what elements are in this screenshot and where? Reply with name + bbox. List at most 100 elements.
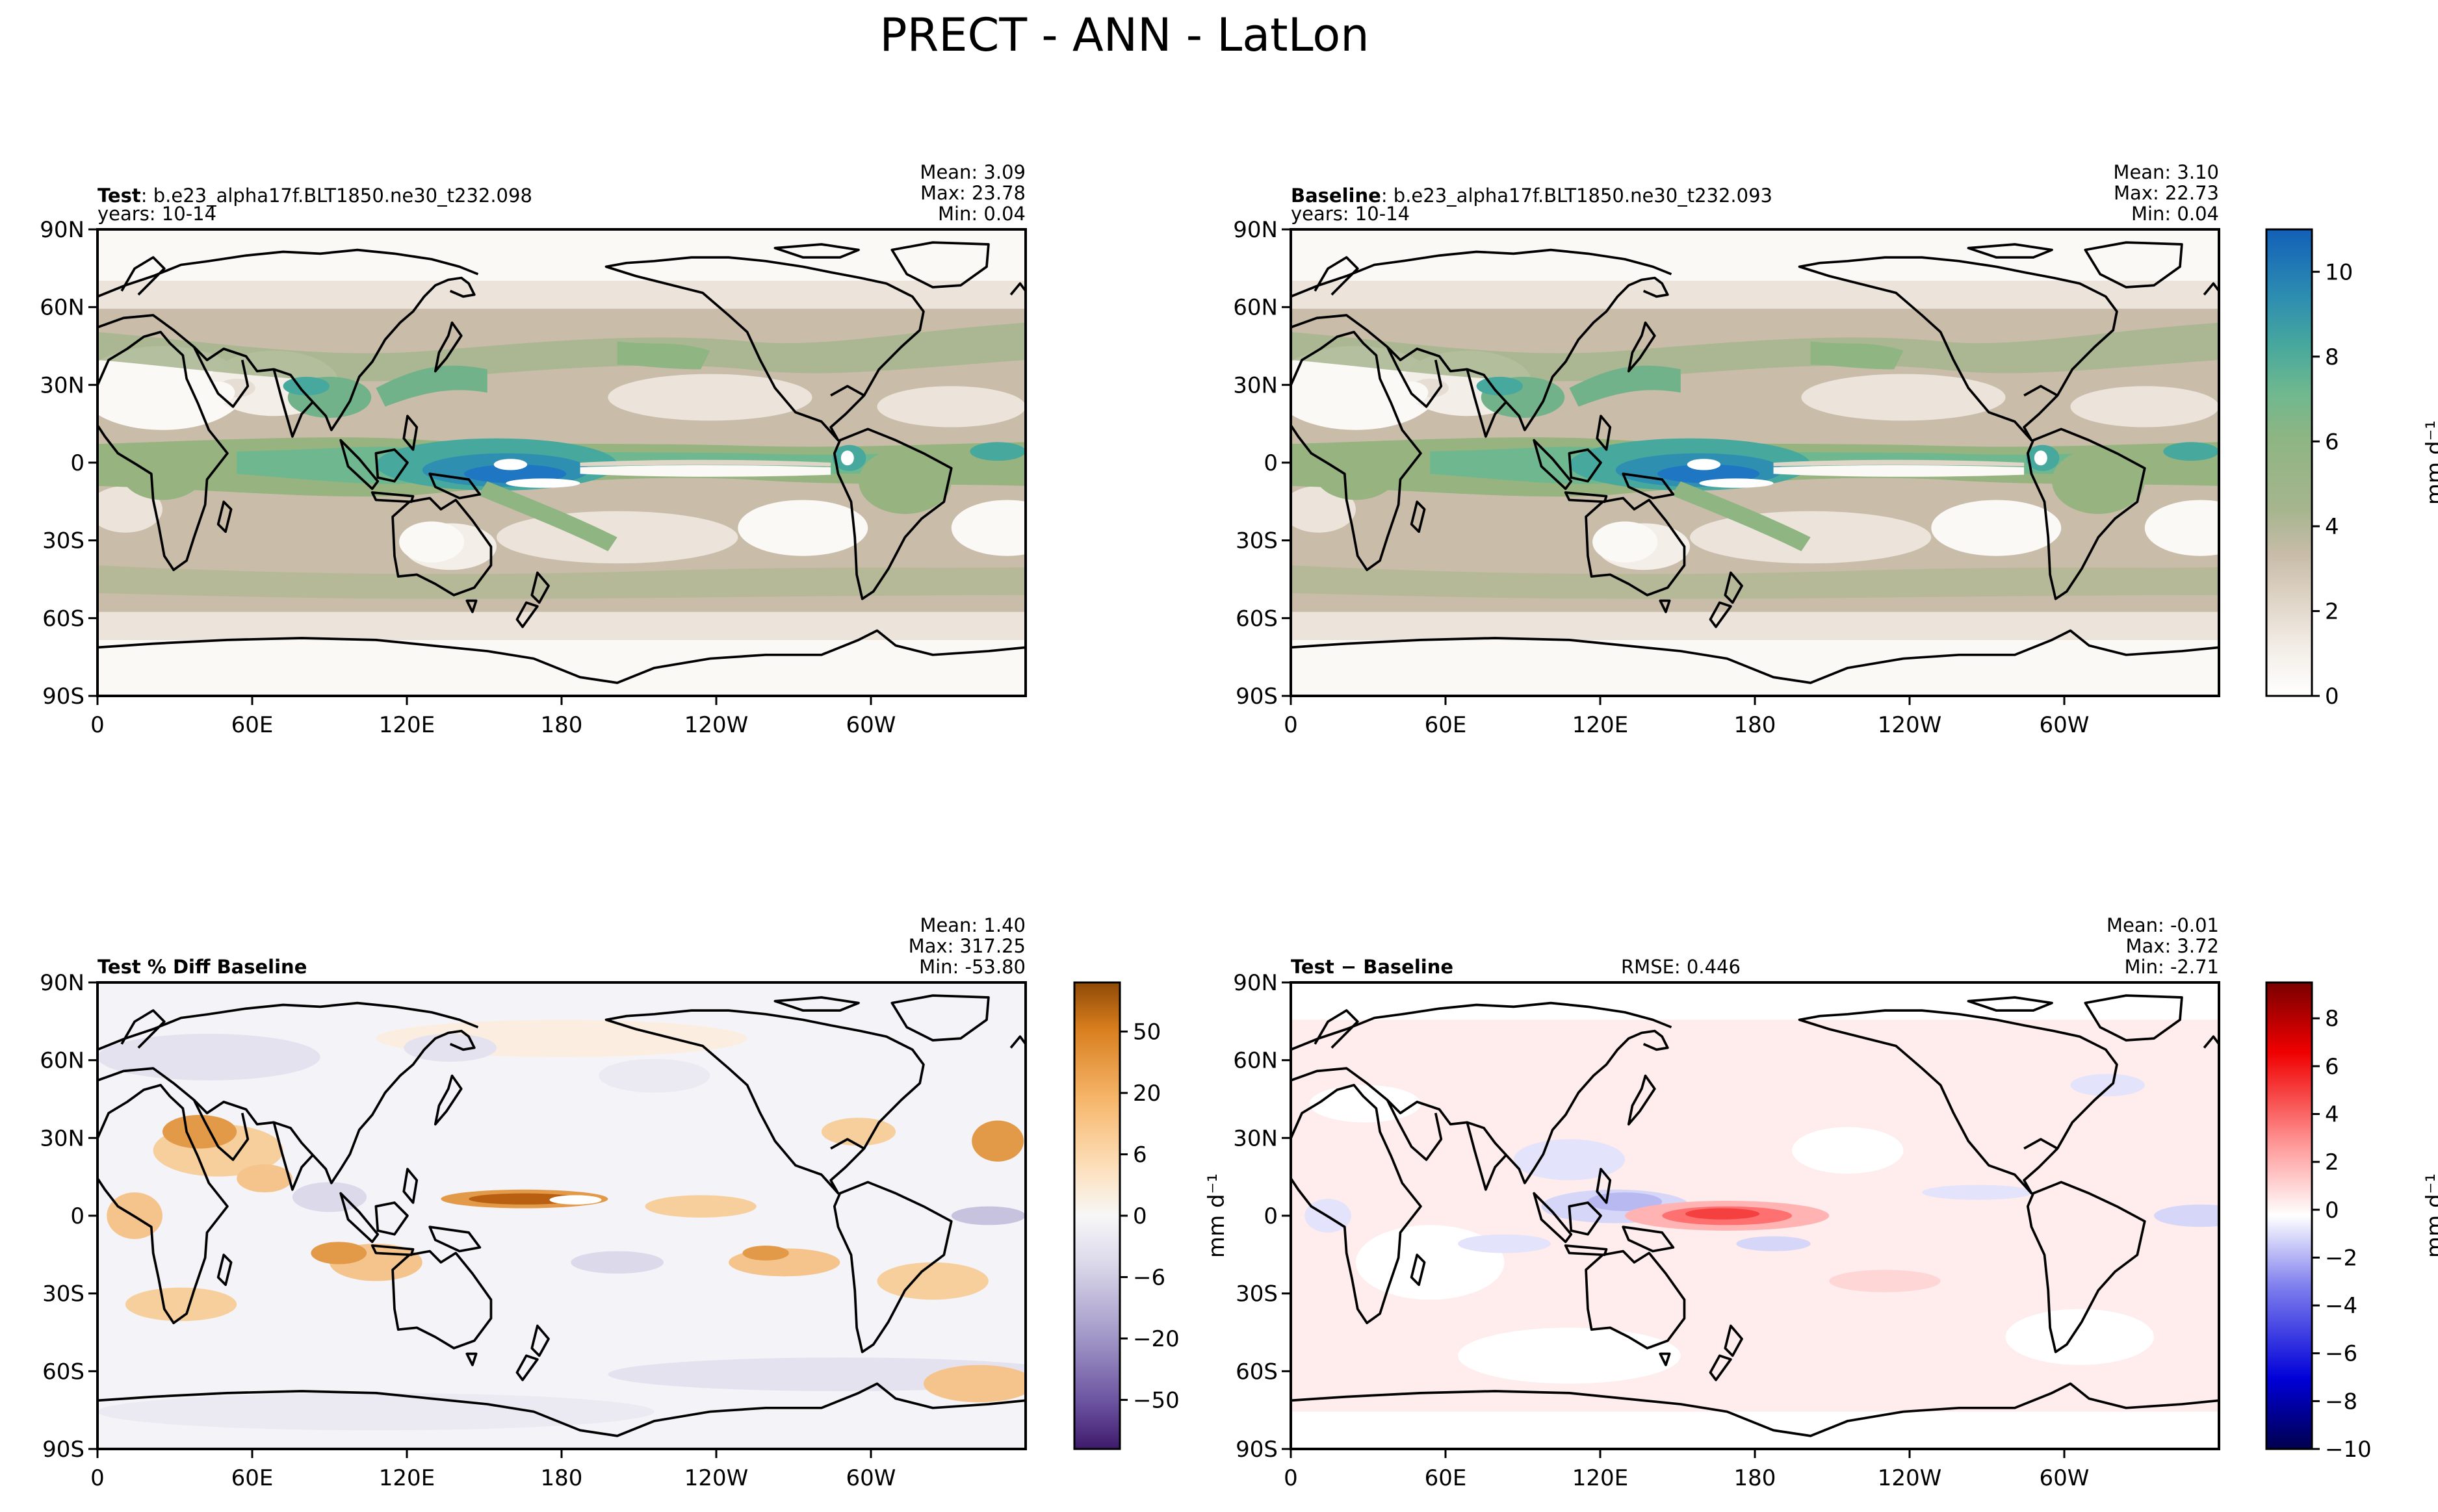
x-tick-label: 120W [1878, 1465, 1942, 1491]
panel-years: years: 10-14 [97, 203, 216, 225]
y-tick-label: 90N [40, 970, 84, 996]
x-tick-label: 120E [1572, 712, 1628, 738]
colorbar-pctdiff: 50 20 6 0 −6 −20 −50 mm d⁻¹ [1073, 981, 1230, 1450]
y-tick-label: 60S [42, 1359, 84, 1385]
y-tick-label: 90N [40, 217, 84, 243]
y-tick-label: 30S [1236, 1281, 1278, 1307]
x-tick-label: 60E [231, 712, 274, 738]
colorbar-tick-label: 4 [2325, 1102, 2339, 1128]
panel-stat: Max: 23.78 [920, 182, 1026, 204]
x-tick-label: 60W [846, 712, 896, 738]
colorbar-tick-label: 6 [1133, 1142, 1147, 1168]
x-tick-label: 120E [1572, 1465, 1628, 1491]
y-tick-label: 30N [40, 372, 84, 398]
colorbar-tick-label: 6 [2325, 1054, 2339, 1080]
panel-rmse: RMSE: 0.446 [1621, 956, 1741, 978]
colorbar-fill [2265, 228, 2313, 697]
y-tick-label: 60N [1233, 1048, 1278, 1074]
y-tick-label: 90S [1236, 1437, 1278, 1463]
y-tick-label: 90S [42, 1437, 84, 1463]
x-tick-label: 120W [1878, 712, 1942, 738]
colorbar-tick-label: 4 [2325, 514, 2339, 540]
colorbar-label: mm d⁻¹ [1204, 1173, 1230, 1258]
panel-stat: Max: 22.73 [2114, 182, 2219, 204]
panel-label-bold: Baseline [1291, 185, 1381, 207]
x-tick-label: 60E [231, 1465, 274, 1491]
map-panel-pctdiff: 0 60E 120E 180 120W 60W 90N 60N 30N 0 30S 60S 90S Tes… [40, 914, 1230, 1491]
x-tick-label: 180 [1734, 712, 1776, 738]
colorbar-tick-label: 50 [1133, 1019, 1161, 1045]
panel-stat: Min: 0.04 [2131, 203, 2219, 225]
y-tick-label: 0 [70, 450, 84, 476]
colorbar-label: mm d⁻¹ [2422, 1173, 2438, 1258]
panel-stat: Mean: 1.40 [920, 914, 1026, 936]
colorbar-tick-label: 0 [2325, 1198, 2339, 1224]
colorbar-tick-label: 20 [1133, 1081, 1161, 1107]
colorbar-tick-label: −8 [2325, 1389, 2357, 1415]
panel-stat: Mean: 3.09 [920, 161, 1026, 183]
colorbar-tick-label: 10 [2325, 259, 2353, 285]
panel-label: Test: b.e23_alpha17f.BLT1850.ne30_t232.0… [97, 185, 532, 207]
y-tick-label: 60S [1236, 606, 1278, 632]
panel-label-case: : b.e23_alpha17f.BLT1850.ne30_t232.093 [1381, 185, 1772, 207]
colorbar-tick-label: 6 [2325, 429, 2339, 455]
x-tick-label: 0 [90, 712, 105, 738]
panel-label-case: : b.e23_alpha17f.BLT1850.ne30_t232.098 [141, 185, 532, 207]
x-tick-label: 120E [379, 712, 435, 738]
map-panel-diff: 0 60E 120E 180 120W 60W 90N 60N 30N 0 30S 60S 90S Tes… [1233, 914, 2438, 1491]
colorbar-label: mm d⁻¹ [2422, 420, 2438, 505]
field-pctdiff [97, 982, 1026, 1449]
x-tick-label: 120W [684, 712, 749, 738]
colorbar-tick-label: −20 [1133, 1326, 1180, 1352]
colorbar-tick-label: 8 [2325, 1006, 2339, 1032]
colorbar-tick-label: 0 [2325, 684, 2339, 710]
y-tick-label: 30N [1233, 372, 1278, 398]
panel-stat: Max: 3.72 [2125, 935, 2219, 957]
y-tick-label: 60N [40, 1048, 84, 1074]
y-tick-label: 30N [1233, 1125, 1278, 1151]
colorbar-tick-label: −10 [2325, 1437, 2372, 1463]
y-tick-label: 60N [1233, 295, 1278, 321]
figure-title: PRECT - ANN - LatLon [879, 8, 1369, 62]
colorbar-baseline: 0 2 4 6 8 10 mm d⁻¹ [2265, 228, 2438, 710]
x-tick-label: 60W [2040, 1465, 2090, 1491]
panel-stat: Max: 317.25 [909, 935, 1026, 957]
map-panel-baseline: 0 60E 120E 180 120W 60W 90N 60N 30N 0 30S 60S 90S Bas… [1233, 161, 2438, 738]
y-tick-label: 0 [1264, 450, 1278, 476]
x-tick-label: 0 [1284, 1465, 1298, 1491]
x-tick-label: 180 [1734, 1465, 1776, 1491]
x-tick-label: 60W [2040, 712, 2090, 738]
x-tick-label: 120E [379, 1465, 435, 1491]
colorbar-tick-label: 2 [2325, 1149, 2339, 1175]
colorbar-fill [1073, 981, 1121, 1450]
y-tick-label: 30S [42, 1281, 84, 1307]
colorbar-tick-label: −4 [2325, 1293, 2357, 1319]
panel-label: Test − Baseline [1291, 956, 1453, 978]
x-tick-label: 60E [1425, 1465, 1467, 1491]
colorbar-tick-label: −50 [1133, 1387, 1180, 1413]
colorbar-tick-label: −6 [1133, 1264, 1165, 1290]
panel-label: Test % Diff Baseline [97, 956, 307, 978]
y-tick-label: 30S [1236, 528, 1278, 554]
x-tick-label: 0 [90, 1465, 105, 1491]
colorbar-tick-label: −6 [2325, 1341, 2357, 1367]
y-tick-label: 60N [40, 295, 84, 321]
colorbar-fill [2265, 981, 2313, 1450]
y-tick-label: 0 [1264, 1203, 1278, 1229]
panel-years: years: 10-14 [1291, 203, 1410, 225]
x-tick-label: 180 [541, 712, 583, 738]
colorbar-tick-label: −2 [2325, 1245, 2357, 1271]
panel-label-bold: Test [97, 185, 141, 207]
x-tick-label: 180 [541, 1465, 583, 1491]
panel-label-bold: Test − Baseline [1291, 956, 1453, 978]
y-tick-label: 90N [1233, 217, 1278, 243]
map-panel-test: 0 60E 120E 180 120W 60W 90N 60N 30N 0 30S 60S 90S Tes… [40, 161, 1027, 738]
y-tick-label: 30N [40, 1125, 84, 1151]
y-tick-label: 90S [1236, 684, 1278, 710]
panel-stat: Min: -53.80 [919, 956, 1026, 978]
field-diff [1291, 982, 2219, 1449]
panel-stat: Min: 0.04 [938, 203, 1026, 225]
panel-stat: Mean: 3.10 [2113, 161, 2219, 183]
x-tick-label: 0 [1284, 712, 1298, 738]
y-tick-label: 30S [42, 528, 84, 554]
